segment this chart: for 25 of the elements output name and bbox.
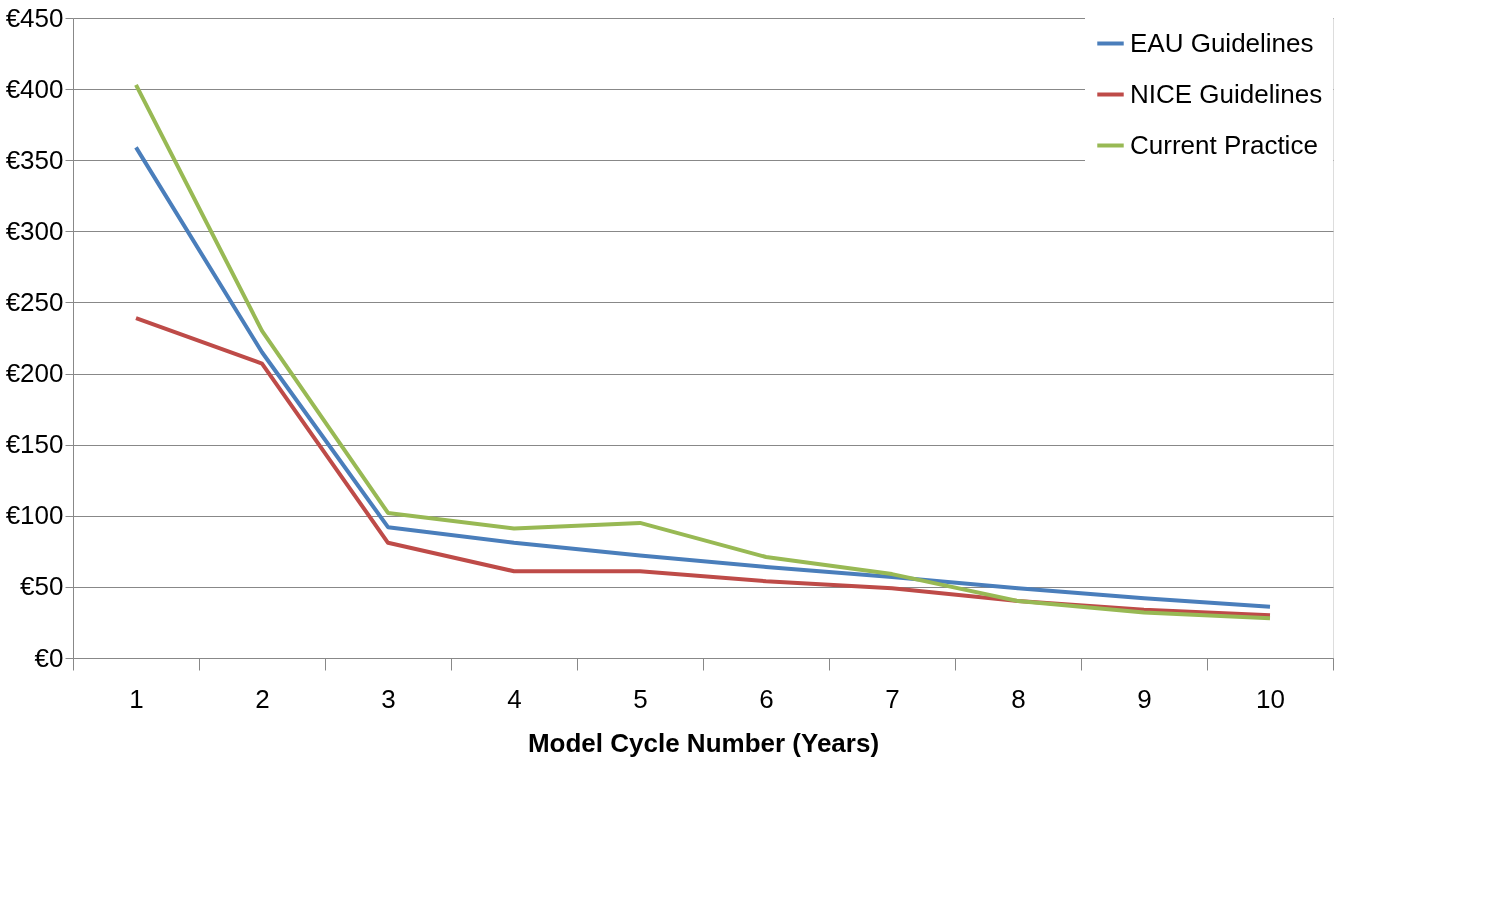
y-tick-label: €100 — [5, 500, 64, 531]
y-tick-label: €200 — [5, 358, 64, 389]
x-tick-label: 1 — [129, 683, 144, 714]
y-tick-label: €350 — [5, 144, 64, 175]
x-tick-label: 8 — [1011, 683, 1026, 714]
line-series — [134, 316, 1272, 618]
legend-label: NICE Guidelines — [1130, 78, 1323, 109]
x-axis-title: Model Cycle Number (Years) — [527, 727, 880, 758]
legend-label: Current Practice — [1130, 129, 1318, 160]
y-tick-label: €0 — [34, 642, 64, 673]
x-tick-label: 6 — [759, 683, 774, 714]
x-tick-label: 7 — [885, 683, 900, 714]
x-tick-label: 9 — [1137, 683, 1152, 714]
y-tick-label: €450 — [5, 2, 64, 33]
legend-label: EAU Guidelines — [1130, 27, 1314, 58]
y-tick-label: €150 — [5, 429, 64, 460]
x-tick-label: 2 — [255, 683, 270, 714]
y-tick-label: €300 — [5, 215, 64, 246]
x-tick-label: 4 — [507, 683, 522, 714]
y-tick-label: €50 — [20, 571, 64, 602]
x-tick-label: 10 — [1256, 683, 1285, 714]
x-tick-label: 5 — [633, 683, 648, 714]
y-tick-label: €400 — [5, 73, 64, 104]
x-tick-label: 3 — [381, 683, 396, 714]
y-tick-label: €250 — [5, 286, 64, 317]
